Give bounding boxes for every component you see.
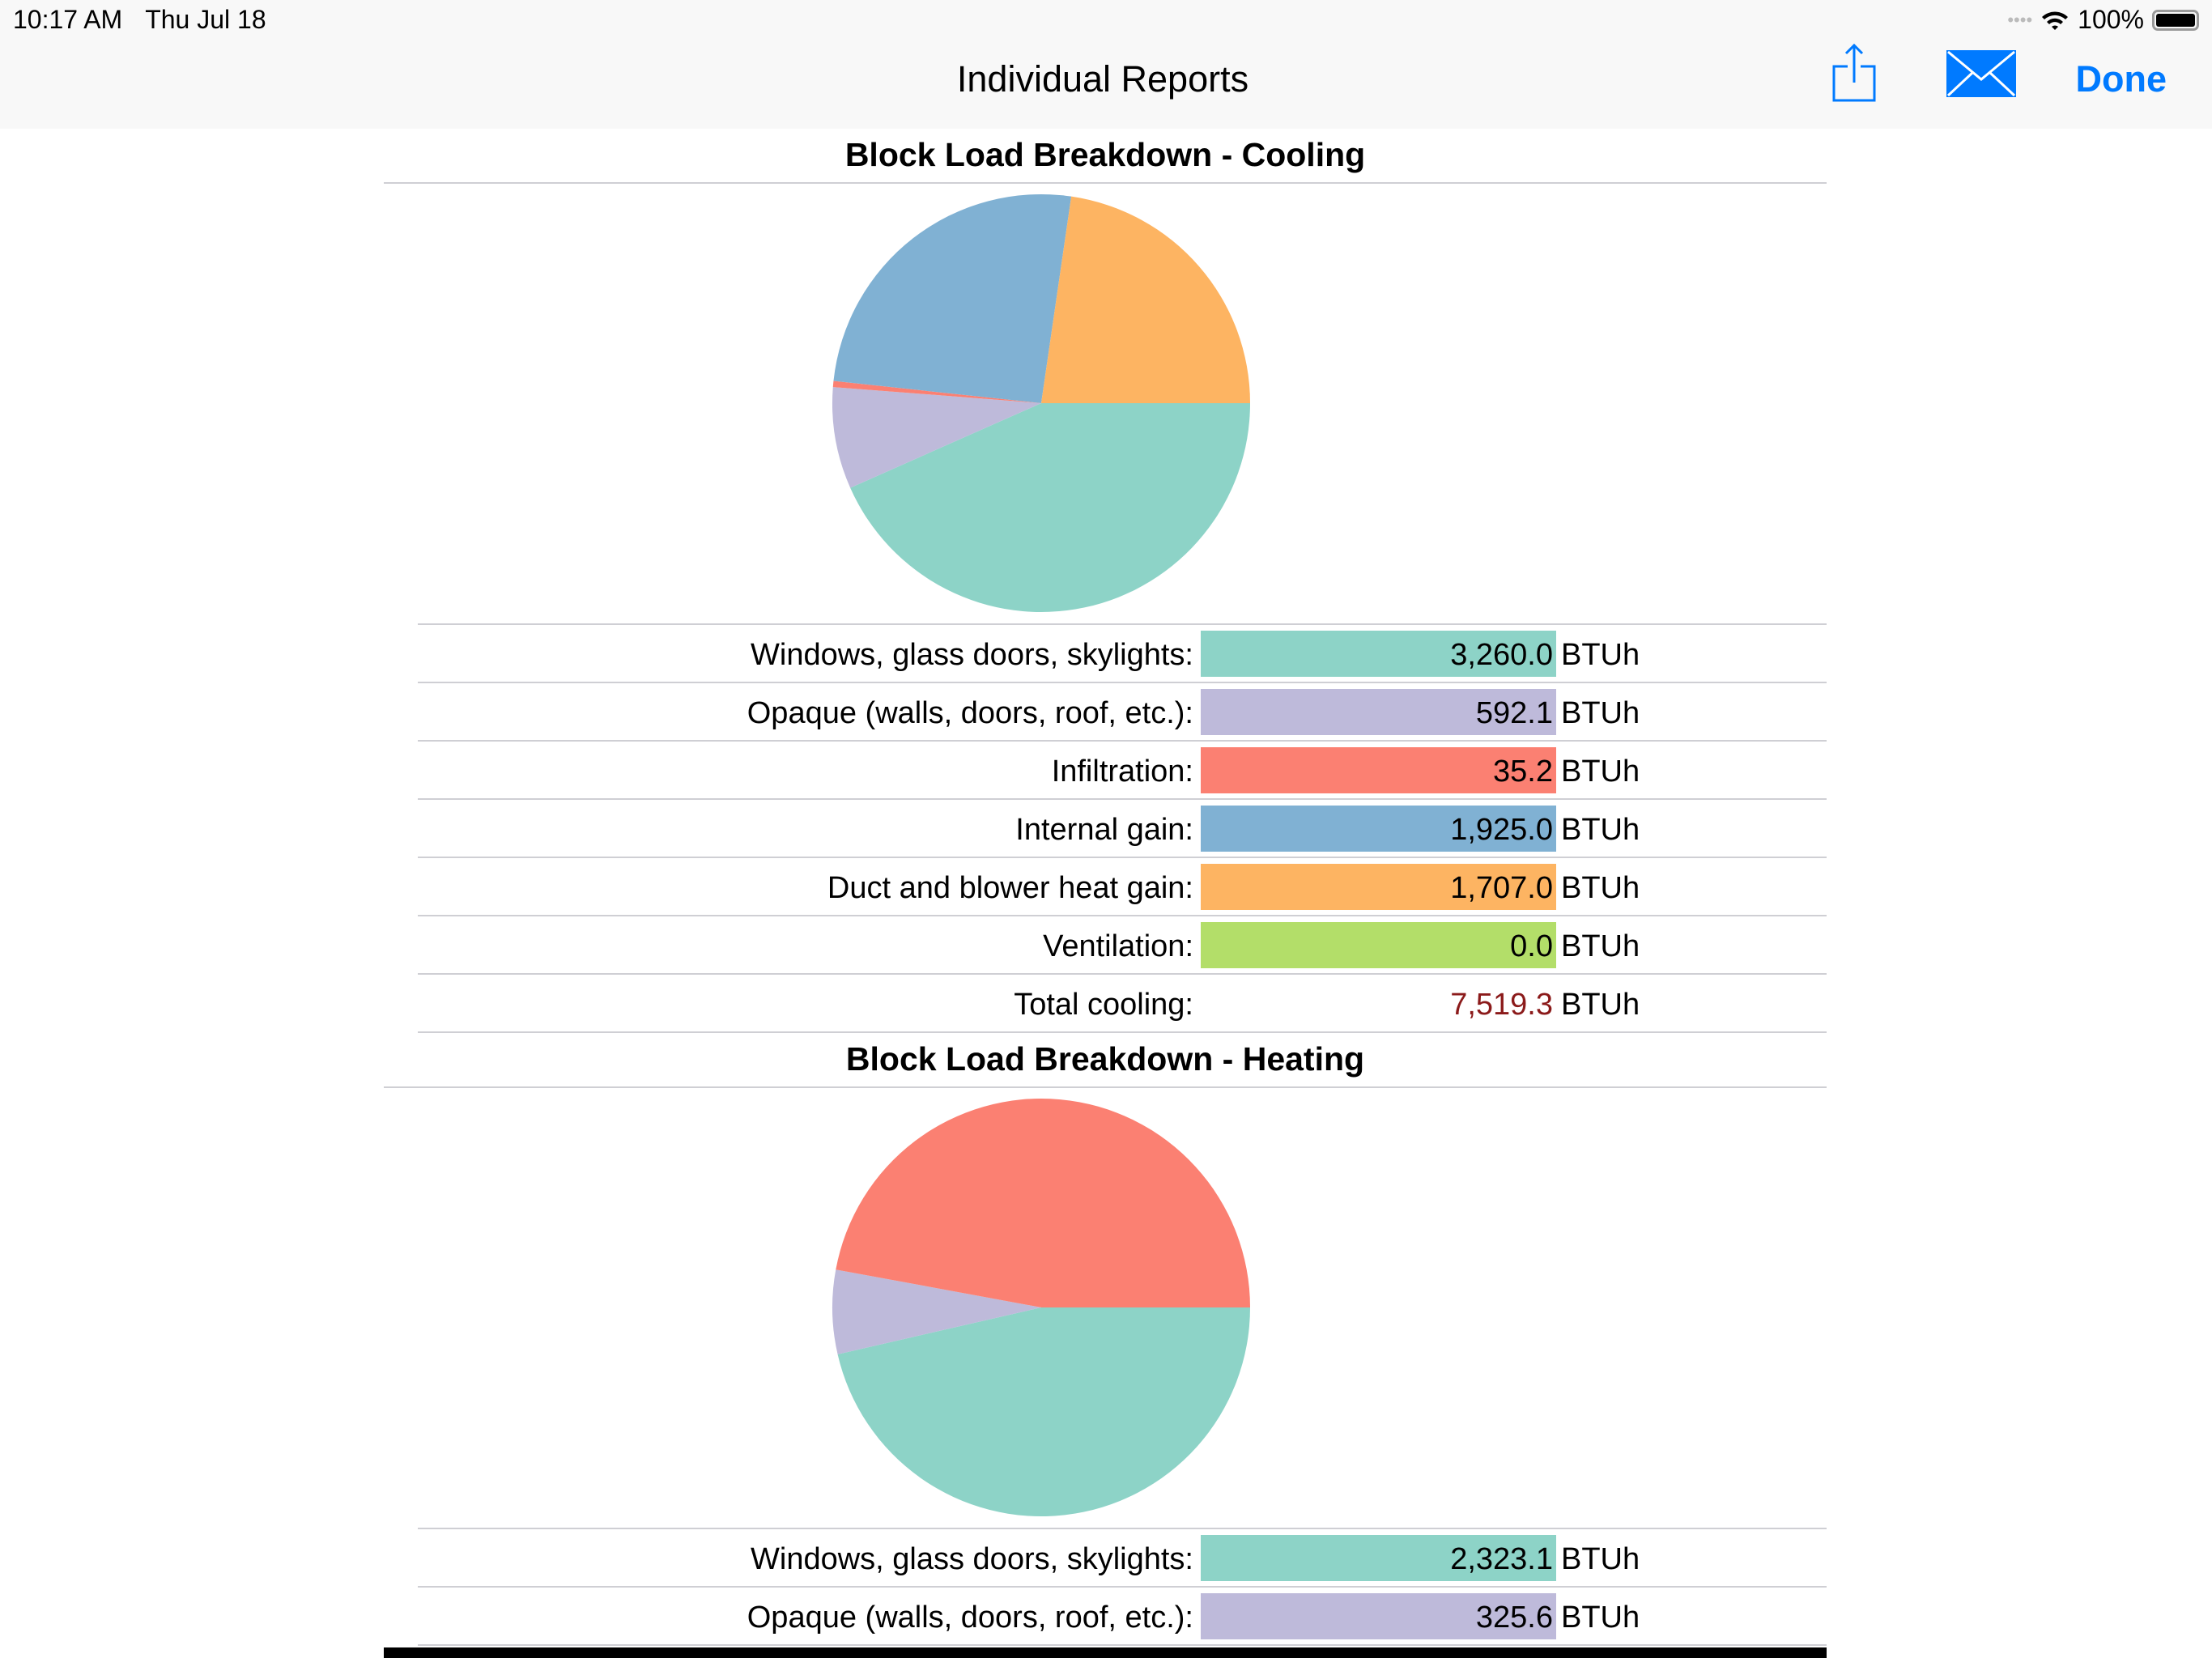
row-label: Infiltration: <box>1051 755 1193 789</box>
pie-slice-windows-glass-doors-skylights <box>837 1307 1250 1516</box>
table-row: Opaque (walls, doors, roof, etc.): 325.6… <box>418 1588 1827 1646</box>
value-bar <box>1201 1593 1556 1639</box>
value-bar <box>1201 922 1556 968</box>
heating-pie-chart <box>832 1099 1250 1516</box>
row-value: 0.0 <box>1510 929 1553 963</box>
mail-icon[interactable] <box>1946 50 2016 97</box>
divider <box>418 1528 1827 1529</box>
row-value: 325.6 <box>1475 1601 1553 1635</box>
row-value: 1,925.0 <box>1450 813 1553 847</box>
pie-slice-internal-gain <box>833 193 1072 403</box>
row-unit: BTUh <box>1561 929 1640 963</box>
pie-slice-infiltration <box>832 380 1041 403</box>
row-unit: BTUh <box>1561 696 1640 730</box>
table-row: Windows, glass doors, skylights: 2,323.1… <box>418 1529 1827 1588</box>
pie-slice-opaque-walls-doors-roof-etc <box>832 387 1041 488</box>
battery-percent: 100% <box>2078 5 2144 34</box>
total-label: Total cooling: <box>1014 988 1193 1022</box>
cooling-pie-chart <box>832 193 1250 612</box>
row-label: Internal gain: <box>1015 813 1193 847</box>
row-label: Opaque (walls, doors, roof, etc.): <box>747 696 1193 730</box>
divider <box>384 182 1827 184</box>
row-unit: BTUh <box>1561 755 1640 789</box>
pie-slice-infiltration <box>836 1099 1250 1307</box>
pie-slice-windows-glass-doors-skylights <box>850 403 1250 612</box>
status-bar: 10:17 AM Thu Jul 18 •••• 100% <box>0 0 2212 42</box>
value-bar <box>1201 1535 1556 1581</box>
table-row: Windows, glass doors, skylights: 3,260.0… <box>418 625 1827 683</box>
pie-slice-opaque-walls-doors-roof-etc <box>832 1269 1041 1354</box>
table-row: Internal gain: 1,925.0 BTUh <box>418 800 1827 858</box>
value-bar <box>1201 689 1556 735</box>
table-row: Ventilation: 0.0 BTUh <box>418 916 1827 975</box>
row-label: Windows, glass doors, skylights: <box>751 638 1193 672</box>
row-unit: BTUh <box>1561 1601 1640 1635</box>
share-icon[interactable] <box>1831 42 1877 104</box>
total-row: Total cooling: 7,519.3 BTUh <box>418 975 1827 1033</box>
total-value: 7,519.3 <box>1450 988 1553 1022</box>
table-row: Infiltration: 35.2 BTUh <box>418 742 1827 800</box>
status-time: 10:17 AM <box>13 5 123 34</box>
value-bar <box>1201 631 1556 677</box>
cooling-title: Block Load Breakdown - Cooling <box>844 136 1366 173</box>
nav-bar: Individual Reports Done <box>0 42 2212 129</box>
row-label: Ventilation: <box>1043 929 1193 963</box>
row-value: 35.2 <box>1493 755 1553 789</box>
page-title: Individual Reports <box>956 58 1249 100</box>
divider <box>418 623 1827 625</box>
row-value: 1,707.0 <box>1450 871 1553 905</box>
battery-icon <box>2152 9 2199 31</box>
row-unit: BTUh <box>1561 638 1640 672</box>
cellular-dots-icon: •••• <box>2007 9 2033 30</box>
pie-slice-duct-and-blower-heat-gain <box>1041 196 1250 403</box>
value-bar <box>1201 806 1556 852</box>
value-bar <box>1201 864 1556 910</box>
row-unit: BTUh <box>1561 813 1640 847</box>
row-unit: BTUh <box>1561 988 1640 1022</box>
row-label: Windows, glass doors, skylights: <box>751 1542 1193 1576</box>
page-indicator-bar <box>384 1647 1827 1658</box>
row-unit: BTUh <box>1561 1542 1640 1576</box>
table-row: Opaque (walls, doors, roof, etc.): 592.1… <box>418 683 1827 742</box>
table-row: Duct and blower heat gain: 1,707.0 BTUh <box>418 858 1827 916</box>
wifi-icon <box>2042 11 2069 30</box>
status-date: Thu Jul 18 <box>145 5 266 34</box>
done-button[interactable]: Done <box>2075 58 2167 100</box>
row-value: 3,260.0 <box>1450 638 1553 672</box>
row-label: Duct and blower heat gain: <box>827 871 1193 905</box>
row-label: Opaque (walls, doors, roof, etc.): <box>747 1601 1193 1635</box>
row-unit: BTUh <box>1561 871 1640 905</box>
value-bar <box>1201 747 1556 793</box>
row-value: 2,323.1 <box>1450 1542 1553 1576</box>
row-value: 592.1 <box>1475 696 1553 730</box>
divider <box>384 1086 1827 1088</box>
heating-title: Block Load Breakdown - Heating <box>845 1040 1365 1078</box>
